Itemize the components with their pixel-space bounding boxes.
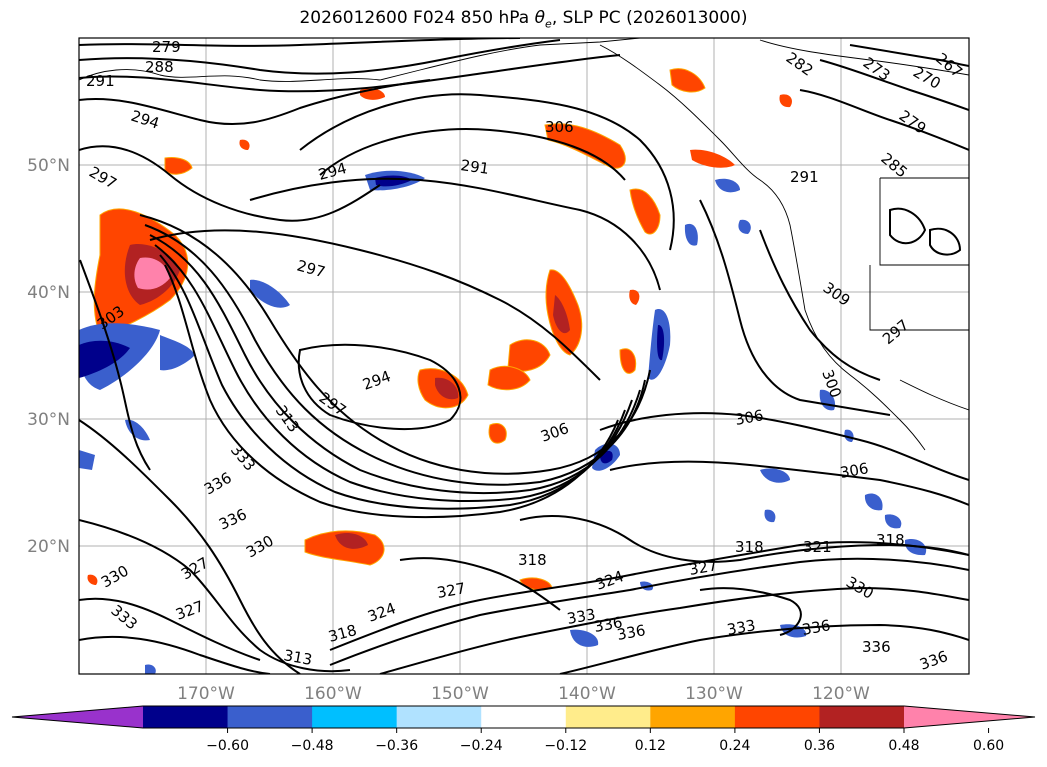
contour-label: 288	[145, 58, 174, 76]
colorbar-extend-high	[904, 706, 1035, 728]
lon-label-150w: 150°W	[431, 684, 489, 704]
lat-label-50n: 50°N	[27, 156, 70, 176]
colorbar-segment	[565, 706, 651, 728]
colorbar-segment	[819, 706, 905, 728]
colorbar-tick-label: −0.24	[460, 738, 503, 754]
colorbar-tick-label: 0.36	[804, 738, 835, 754]
colorbar-tick-label: 0.48	[888, 738, 919, 754]
lat-label-30n: 30°N	[27, 410, 70, 430]
plot-frame	[78, 37, 970, 675]
colorbar-extend-low	[12, 706, 143, 728]
colorbar-segment	[650, 706, 736, 728]
map-title: 2026012600 F024 850 hPa θe, SLP PC (2026…	[299, 8, 748, 31]
colorbar-tick-label: −0.12	[544, 738, 587, 754]
contour-label: 291	[459, 156, 490, 178]
contour-label: 318	[876, 531, 905, 549]
contour-label: 306	[839, 459, 870, 482]
colorbar-segment	[227, 706, 313, 728]
contour-label: 291	[790, 168, 819, 186]
contours	[79, 38, 969, 674]
colorbar-segment	[734, 706, 820, 728]
colorbar-tick-label: 0.24	[719, 738, 750, 754]
colorbar-tick-label: −0.60	[206, 738, 249, 754]
lon-label-160w: 160°W	[304, 684, 362, 704]
lat-label-40n: 40°N	[27, 283, 70, 303]
lon-label-140w: 140°W	[558, 684, 616, 704]
longitude-labels: 170°W 160°W 150°W 140°W 130°W 120°W	[177, 684, 870, 704]
colorbar-tick-label: 0.12	[635, 738, 666, 754]
colorbar-segment	[312, 706, 398, 728]
contour-label: 291	[86, 72, 115, 90]
colorbar-tick-label: −0.36	[375, 738, 418, 754]
colorbar-segment	[396, 706, 482, 728]
colorbar-tick-label: −0.48	[291, 738, 334, 754]
contour-label: 306	[734, 406, 765, 429]
contour-label: 279	[152, 38, 181, 56]
contour-label: 321	[803, 538, 832, 556]
contour-label: 336	[801, 616, 832, 639]
contour-label: 336	[593, 613, 624, 636]
contour-label: 333	[566, 605, 597, 628]
colorbar-segment	[143, 706, 229, 728]
colorbar-tick-label: 0.60	[973, 738, 1004, 754]
contour-label: 327	[436, 579, 467, 602]
colorbar: −0.60 −0.48 −0.36 −0.24 −0.12 0.12 0.24 0.36 0.4…	[11, 705, 1036, 754]
lon-label-120w: 120°W	[812, 684, 870, 704]
contour-label: 336	[862, 638, 891, 656]
contour-label: 318	[518, 551, 547, 569]
lon-label-130w: 130°W	[685, 684, 743, 704]
lat-label-20n: 20°N	[27, 537, 70, 557]
colorbar-segment	[481, 706, 567, 728]
latitude-labels: 50°N 40°N 30°N 20°N	[27, 156, 70, 557]
contour-label: 336	[616, 621, 647, 644]
gridlines	[79, 38, 969, 674]
contour-label: 333	[726, 616, 757, 639]
contour-label: 306	[545, 118, 574, 136]
contour-label: 313	[282, 646, 313, 669]
coastlines	[79, 38, 969, 451]
colorbar-outline	[11, 705, 1036, 729]
contour-label: 318	[735, 538, 764, 556]
lon-label-170w: 170°W	[177, 684, 235, 704]
contour-label: 327	[688, 556, 719, 579]
